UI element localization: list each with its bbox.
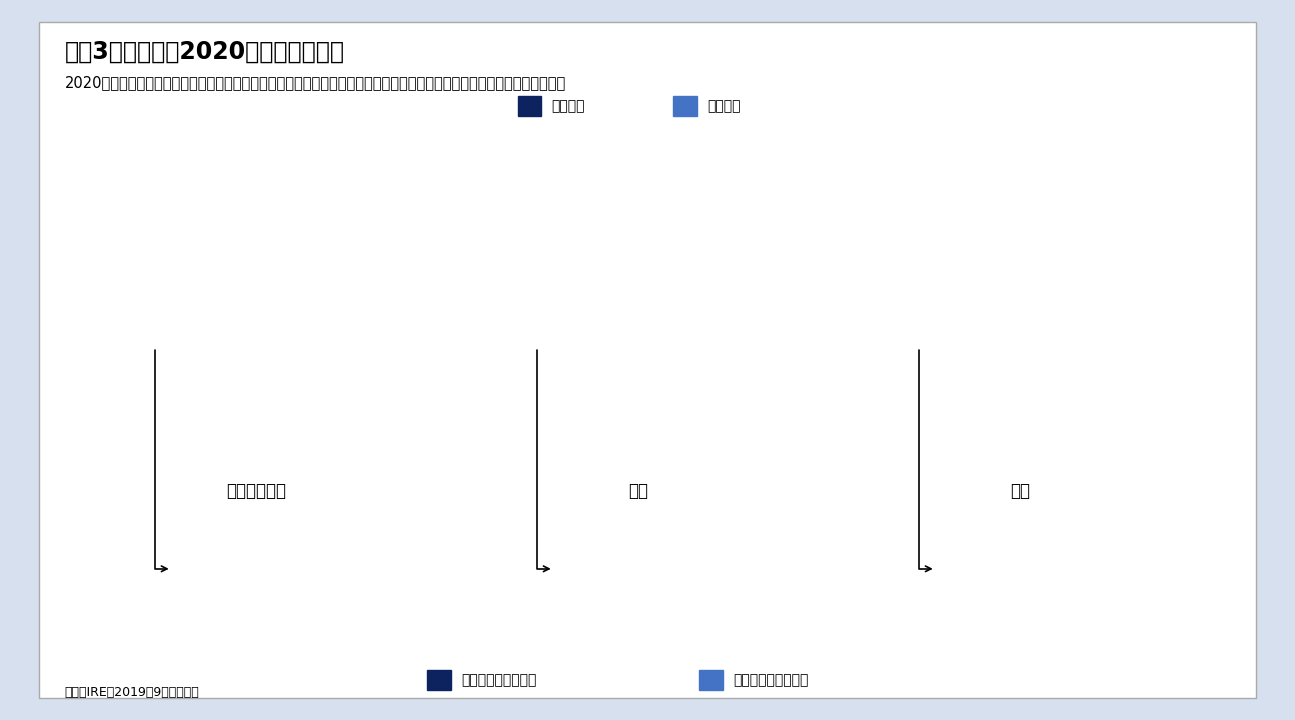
Wedge shape	[618, 531, 671, 587]
Text: 賃料下落: 賃料下落	[707, 99, 741, 113]
Text: 欧州: 欧州	[628, 482, 648, 500]
Wedge shape	[236, 531, 284, 583]
Text: 100%: 100%	[1072, 576, 1115, 590]
Bar	[205, 130, 307, 210]
Text: 18%: 18%	[275, 516, 308, 531]
Text: 100%: 100%	[992, 288, 1048, 306]
Text: アジア太平洋: アジア太平洋	[225, 482, 286, 500]
Bar	[205, 210, 307, 464]
Text: 75.9%: 75.9%	[224, 328, 287, 346]
Wedge shape	[948, 531, 1053, 636]
Bar	[587, 130, 689, 207]
Text: 賃料上昇: 賃料上昇	[552, 99, 585, 113]
Text: 賃料上昇ペース鈍化: 賃料上昇ペース鈍化	[733, 673, 808, 688]
Text: 出所：IRE、2019年9月末現在。: 出所：IRE、2019年9月末現在。	[65, 686, 199, 699]
Wedge shape	[566, 531, 671, 636]
Text: 24.1%: 24.1%	[224, 161, 287, 179]
Bar	[587, 207, 689, 464]
Text: 23.2%: 23.2%	[606, 159, 670, 177]
Wedge shape	[184, 531, 289, 636]
Text: 82%: 82%	[164, 636, 198, 651]
Text: 図表3：地域別の2020年の賃料見通し: 図表3：地域別の2020年の賃料見通し	[65, 40, 344, 63]
Bar	[969, 130, 1071, 464]
Text: 北米: 北米	[1010, 482, 1030, 500]
Text: 賃料上昇ペース加速: 賃料上昇ペース加速	[461, 673, 536, 688]
Text: 2020年の地域別予想賃料における上昇見通しと下落見通しの比率と、（上昇見通しの場合）加速見通しと鈍化見通しの比率: 2020年の地域別予想賃料における上昇見通しと下落見通しの比率と、（上昇見通しの…	[65, 76, 566, 91]
Text: 76.8%: 76.8%	[606, 327, 670, 345]
Text: 26%: 26%	[671, 527, 704, 542]
Text: 74%: 74%	[532, 624, 566, 639]
